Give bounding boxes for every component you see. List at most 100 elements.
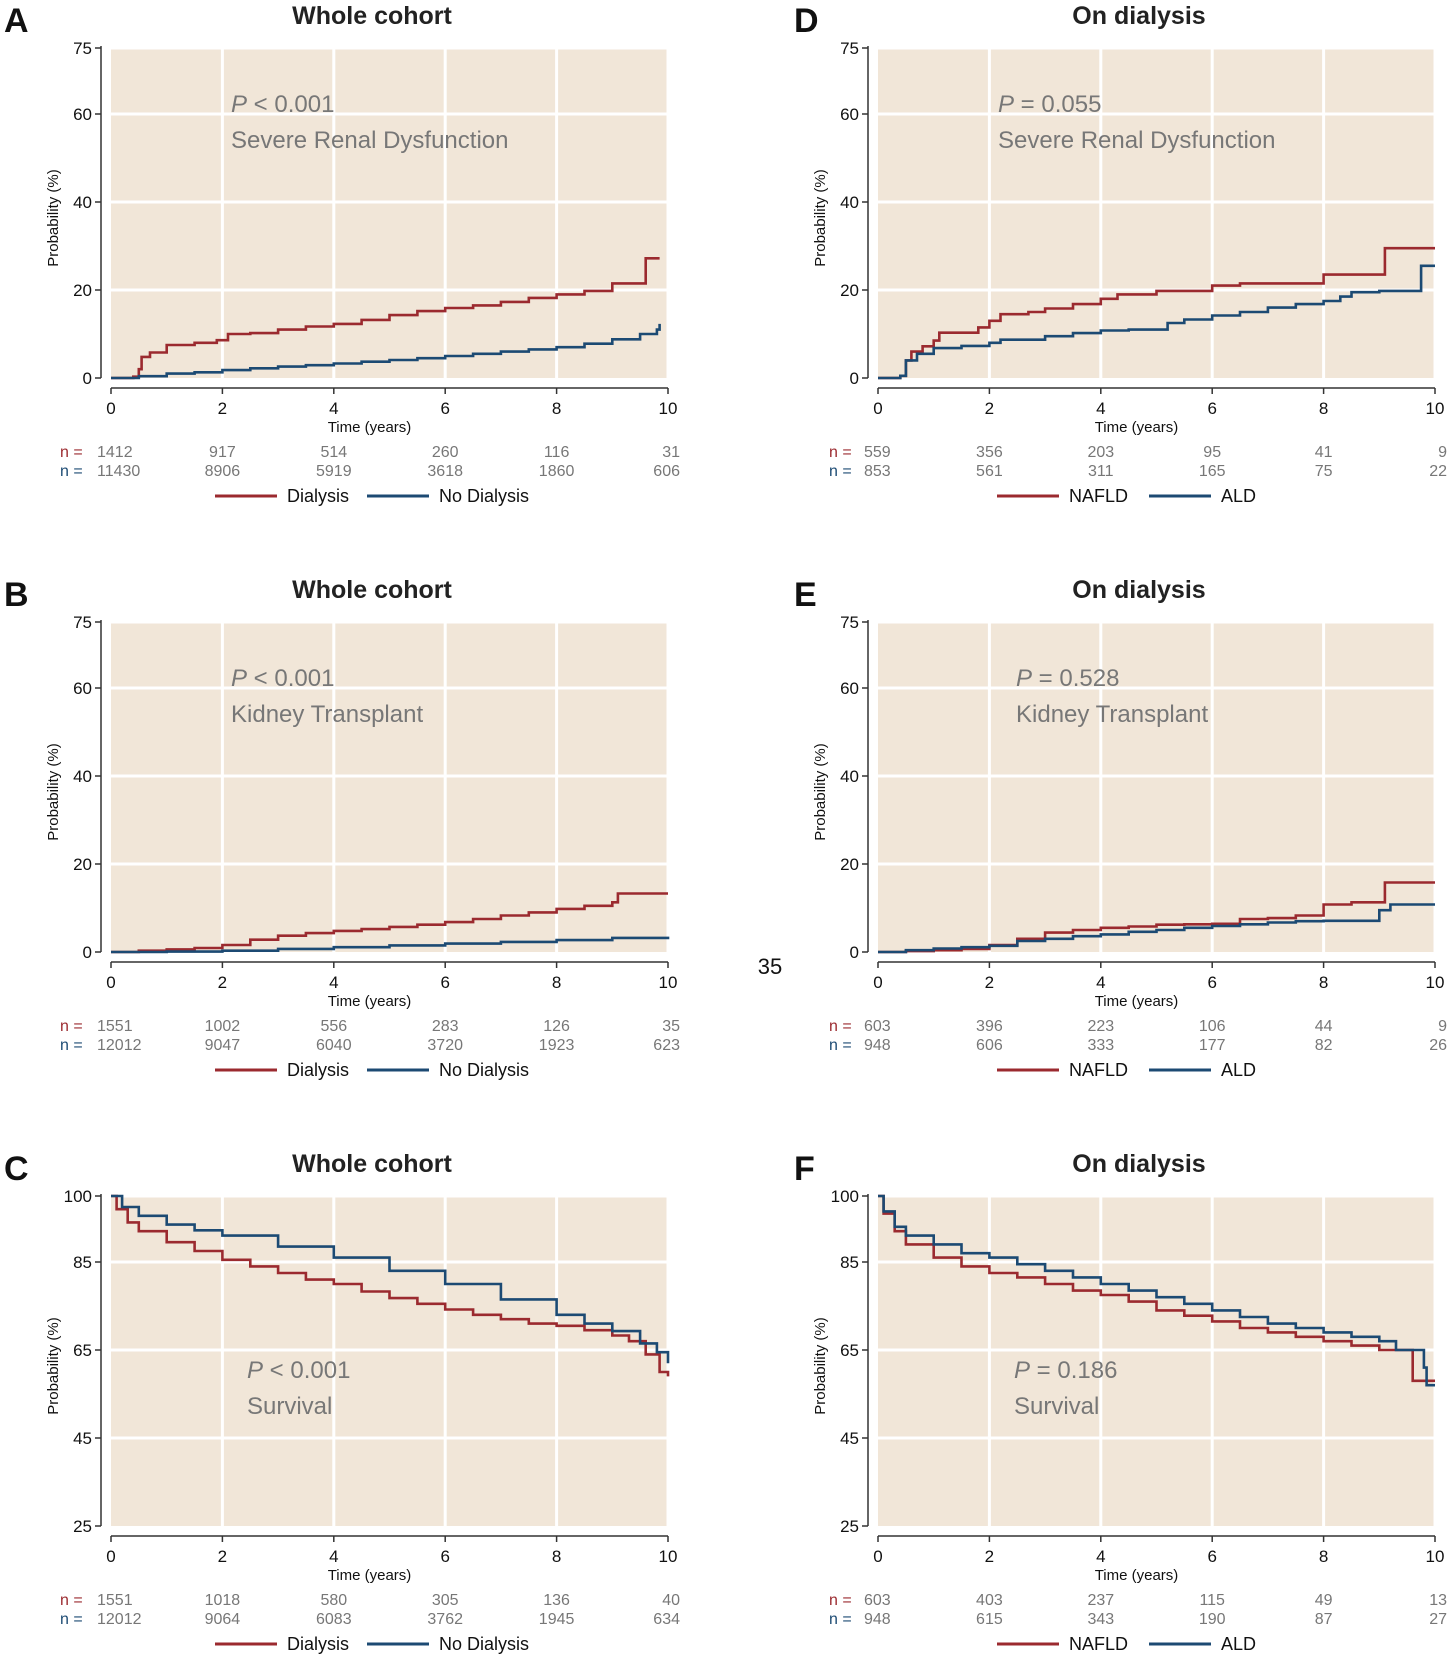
number-at-risk: 615 (976, 1611, 1003, 1628)
x-tick-label: 0 (873, 399, 882, 418)
y-tick-label: 0 (83, 943, 92, 962)
x-tick-label: 6 (440, 973, 449, 992)
number-at-risk: 1002 (205, 1018, 241, 1035)
panel-letter: A (4, 2, 29, 40)
x-tick-label: 8 (552, 973, 561, 992)
p-symbol: P (1014, 1357, 1030, 1384)
x-tick-label: 2 (985, 399, 994, 418)
series-line-no-dialysis (111, 936, 670, 954)
number-at-risk: 165 (1199, 463, 1226, 480)
x-tick-label: 0 (873, 973, 882, 992)
risk-row-label: n = (829, 1592, 852, 1609)
number-at-risk: 1018 (205, 1592, 241, 1609)
y-tick-label: 100 (64, 1187, 92, 1206)
number-at-risk: 1412 (97, 444, 133, 461)
x-tick-label: 8 (552, 1547, 561, 1566)
number-at-risk: 190 (1199, 1611, 1226, 1628)
legend-label: ALD (1221, 1634, 1256, 1654)
series-line-dialysis (111, 1194, 670, 1377)
panel-f: F On dialysis 25 45 65 85 100 0 2 4 6 8 10 Time (year… (794, 1150, 1447, 1654)
number-at-risk: 580 (320, 1592, 347, 1609)
number-at-risk: 634 (653, 1611, 680, 1628)
x-tick-label: 10 (1426, 1547, 1445, 1566)
number-at-risk: 31 (662, 444, 680, 461)
y-tick-label: 0 (850, 943, 859, 962)
plot-area (878, 622, 1435, 952)
number-at-risk: 44 (1315, 1018, 1333, 1035)
y-tick-label: 40 (73, 193, 92, 212)
number-at-risk: 95 (1203, 444, 1221, 461)
number-at-risk: 75 (1315, 463, 1333, 480)
legend-label: No Dialysis (439, 1060, 529, 1080)
x-tick-label: 0 (106, 399, 115, 418)
p-value-annotation: P = 0.186 (1014, 1357, 1117, 1384)
number-at-risk: 35 (662, 1018, 680, 1035)
panel-title: Whole cohort (292, 576, 452, 604)
y-tick-label: 75 (840, 39, 859, 58)
panel-e: E On dialysis 0 20 40 60 75 0 2 4 6 8 10 Time (years)… (794, 576, 1447, 1080)
number-at-risk: 917 (209, 444, 236, 461)
p-symbol: P (231, 91, 247, 118)
y-tick-label: 0 (850, 369, 859, 388)
risk-row-label: n = (829, 1018, 852, 1035)
y-tick-label: 40 (73, 767, 92, 786)
y-tick-label: 75 (73, 613, 92, 632)
x-tick-label: 4 (329, 399, 338, 418)
y-tick-label: 85 (840, 1253, 859, 1272)
panel-title: On dialysis (1072, 576, 1205, 604)
legend-label: Dialysis (287, 486, 349, 506)
y-tick-label: 20 (840, 855, 859, 874)
number-at-risk: 5919 (316, 463, 352, 480)
risk-row-label: n = (829, 1037, 852, 1054)
number-at-risk: 396 (976, 1018, 1003, 1035)
x-tick-label: 4 (1096, 973, 1105, 992)
number-at-risk: 311 (1088, 463, 1114, 480)
number-at-risk: 177 (1199, 1037, 1226, 1054)
outcome-label: Survival (1014, 1393, 1099, 1420)
y-tick-label: 45 (73, 1429, 92, 1448)
x-axis-label: Time (years) (328, 419, 412, 436)
outcome-label: Kidney Transplant (1016, 701, 1208, 728)
number-at-risk: 3720 (427, 1037, 463, 1054)
stray-label: 35 (758, 954, 782, 979)
number-at-risk: 333 (1087, 1037, 1114, 1054)
legend-label: NAFLD (1069, 486, 1128, 506)
x-tick-label: 8 (1319, 399, 1328, 418)
p-value: < 0.001 (247, 665, 334, 692)
p-symbol: P (247, 1357, 263, 1384)
number-at-risk: 1551 (97, 1018, 133, 1035)
x-axis-label: Time (years) (328, 993, 412, 1010)
y-tick-label: 65 (840, 1341, 859, 1360)
number-at-risk: 27 (1429, 1611, 1447, 1628)
number-at-risk: 561 (976, 463, 1003, 480)
x-axis-label: Time (years) (1095, 419, 1179, 436)
y-tick-label: 25 (73, 1517, 92, 1536)
p-value: = 0.186 (1030, 1357, 1117, 1384)
p-value-annotation: P < 0.001 (231, 91, 334, 118)
series-line-nafld (878, 1194, 1435, 1383)
number-at-risk: 40 (662, 1592, 680, 1609)
y-tick-label: 45 (840, 1429, 859, 1448)
outcome-label: Survival (247, 1393, 332, 1420)
number-at-risk: 283 (432, 1018, 459, 1035)
y-tick-label: 60 (73, 105, 92, 124)
series-line-dialysis (111, 892, 668, 954)
outcome-label: Severe Renal Dysfunction (231, 127, 508, 154)
number-at-risk: 343 (1087, 1611, 1114, 1628)
risk-row-label: n = (829, 463, 852, 480)
number-at-risk: 82 (1315, 1037, 1333, 1054)
y-tick-label: 40 (840, 767, 859, 786)
panel-a: A Whole cohort 0 20 40 60 75 0 2 4 6 8 10 Time (years… (4, 2, 680, 506)
y-tick-label: 100 (831, 1187, 859, 1206)
x-tick-label: 6 (1207, 399, 1216, 418)
number-at-risk: 8906 (205, 463, 241, 480)
number-at-risk: 606 (653, 463, 680, 480)
y-axis-label: Probability (%) (45, 169, 62, 267)
number-at-risk: 223 (1087, 1018, 1114, 1035)
risk-row-label: n = (60, 1592, 83, 1609)
panel-letter: B (4, 576, 29, 614)
legend-label: Dialysis (287, 1060, 349, 1080)
p-value-annotation: P = 0.055 (998, 91, 1101, 118)
number-at-risk: 403 (976, 1592, 1003, 1609)
number-at-risk: 9 (1438, 1018, 1447, 1035)
